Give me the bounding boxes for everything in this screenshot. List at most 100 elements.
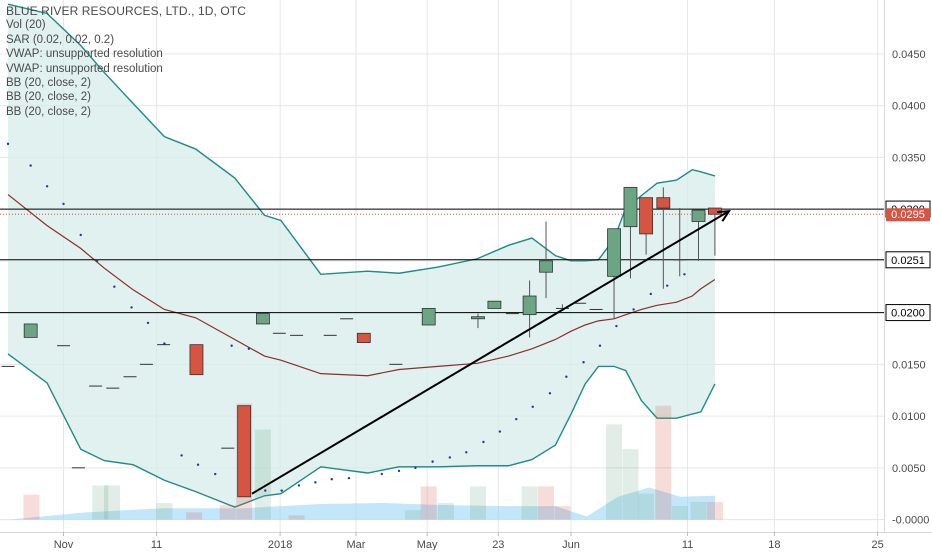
- time-axis[interactable]: Nov 11 2018 Mar May 23 Jun 11 18 25: [54, 532, 884, 551]
- volume-bar: [638, 493, 655, 520]
- candle-body: [539, 260, 553, 273]
- sar-dot: [95, 259, 99, 263]
- sar-dot: [397, 469, 401, 473]
- candle: [673, 208, 687, 277]
- candle-body: [237, 405, 252, 498]
- candle: [607, 228, 621, 319]
- candle: [256, 313, 270, 325]
- time-tick-label: 2018: [268, 539, 292, 550]
- candle-body: [656, 197, 671, 209]
- sar-dot: [130, 306, 133, 309]
- candle-body: [487, 300, 502, 309]
- sar-dot: [214, 472, 217, 476]
- price-axis[interactable]: 0.0450 0.0400 0.0350 0.0150 0.0100 0.0050 -0.0…: [0, 0, 932, 533]
- candle-body: [607, 228, 621, 277]
- price-tick-label: 0.0050: [892, 463, 926, 475]
- candle: [471, 313, 485, 329]
- level-price-label: 0.0251: [891, 255, 925, 267]
- volume-bar: [254, 429, 271, 520]
- candle: [539, 221, 553, 299]
- candle: [23, 323, 38, 338]
- price-tick-label: 0.0450: [892, 49, 926, 61]
- sar-dot: [615, 324, 618, 328]
- sar-dot: [62, 202, 65, 206]
- volume-bar: [554, 506, 571, 520]
- sar-dot: [230, 344, 233, 347]
- time-tick-label: 23: [492, 539, 504, 550]
- price-tick-label: 0.0400: [892, 101, 926, 113]
- volume-bar: [671, 506, 688, 520]
- sar-dot: [6, 142, 10, 146]
- candle: [356, 332, 371, 343]
- sar-dot: [683, 273, 686, 276]
- sar-dot: [29, 164, 32, 167]
- candle-body: [421, 308, 436, 326]
- bb-lower-line: [7, 353, 716, 508]
- price-tick-label: 0.0150: [892, 359, 926, 371]
- volume-bar: [186, 512, 203, 520]
- sar-dot: [598, 344, 602, 347]
- volume-bar: [606, 424, 623, 520]
- volume-ma-area: [8, 487, 715, 520]
- candle: [555, 304, 569, 309]
- candle: [237, 405, 252, 498]
- sar-dot: [113, 285, 116, 288]
- volume-bar: [469, 486, 486, 520]
- sar-dot: [431, 460, 434, 463]
- volume-bar: [420, 486, 437, 520]
- time-tick-label: Jun: [562, 539, 580, 550]
- sar-dot: [582, 361, 585, 364]
- bb-fill: [8, 4, 715, 508]
- bb-upper-line: [7, 3, 716, 276]
- candle-body: [623, 186, 638, 228]
- candle: [421, 308, 436, 326]
- level-price-tag: [885, 251, 931, 269]
- volume-bar: [92, 485, 109, 520]
- last-price-label: 0.0295: [891, 209, 925, 221]
- candle: [522, 280, 537, 338]
- candle-body: [189, 344, 204, 376]
- volume-bar: [655, 405, 672, 520]
- sar-dot: [565, 375, 568, 378]
- sar-dot: [414, 466, 417, 470]
- bollinger-bands: [7, 3, 716, 508]
- volume-bar: [622, 449, 639, 520]
- trendline[interactable]: [251, 209, 731, 495]
- candle-body: [522, 295, 537, 316]
- candle-body: [256, 313, 270, 325]
- candle-body: [639, 197, 654, 235]
- volume-bar: [690, 501, 707, 520]
- level-price-tag: [885, 304, 931, 322]
- time-tick-label: May: [417, 539, 438, 550]
- volume-bar: [521, 486, 538, 520]
- price-tick-label: -0.0000: [892, 515, 929, 527]
- sar-dot: [45, 185, 49, 188]
- sar-dot: [448, 456, 452, 459]
- price-tick-label: 0.0100: [892, 411, 926, 423]
- volume-bar: [288, 515, 305, 520]
- price-tick-label: 0.0350: [892, 152, 926, 164]
- time-tick-label: Nov: [54, 539, 74, 550]
- candle: [487, 300, 502, 309]
- candle: [623, 186, 638, 279]
- bb-basis-line: [7, 194, 716, 377]
- candle: [656, 187, 671, 289]
- sar-dot: [515, 417, 518, 421]
- sar-dot: [498, 430, 502, 433]
- sar-dot: [247, 347, 251, 351]
- sar-dot: [180, 454, 183, 457]
- trendline-line[interactable]: [251, 210, 730, 495]
- sar-dot: [482, 440, 485, 444]
- candle-body: [691, 209, 706, 222]
- sar-dot: [632, 308, 635, 311]
- time-tick-label: 11: [151, 539, 162, 550]
- sar-dot: [649, 292, 653, 296]
- trendline-arrowhead: [716, 209, 731, 222]
- candle-body: [471, 316, 485, 320]
- level-price-label: 0.0200: [891, 308, 925, 320]
- candle-body: [23, 323, 38, 338]
- candle: [639, 197, 654, 255]
